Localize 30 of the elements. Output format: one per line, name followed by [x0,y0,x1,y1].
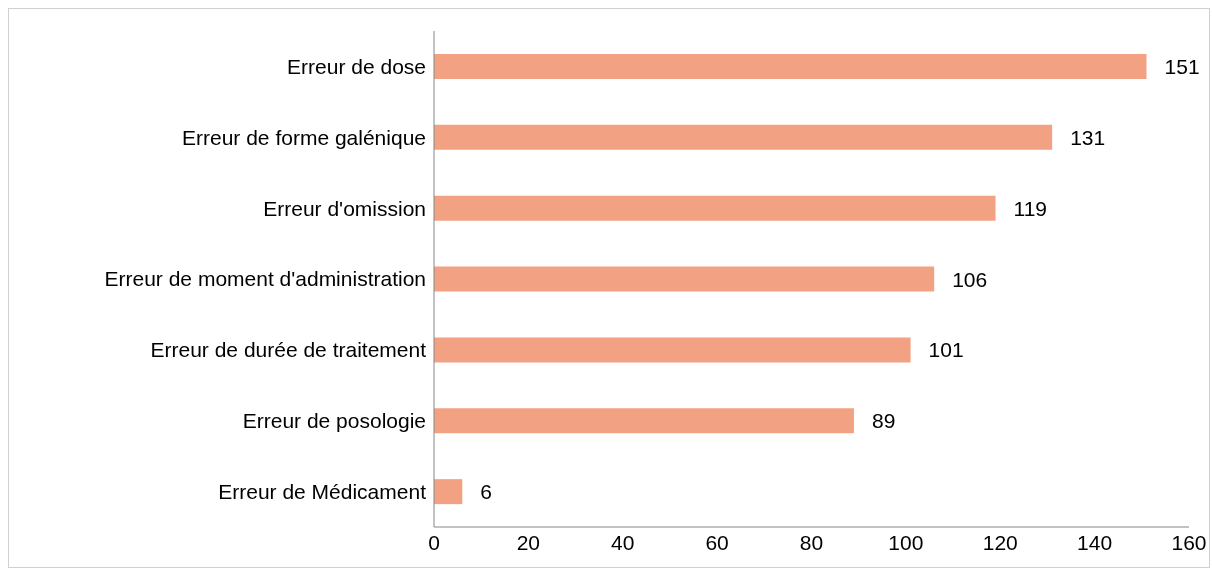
bar [434,266,935,292]
y-tick-label: Erreur de forme galénique [182,125,426,149]
y-tick-label: Erreur de Médicament [218,480,427,504]
y-tick-label: Erreur de posologie [242,409,426,433]
y-tick-label: Erreur de dose [287,54,426,78]
data-label: 119 [1013,196,1048,220]
x-tick-label: 20 [516,530,541,554]
x-tick-label: 100 [888,530,924,554]
y-tick-label: Erreur de moment d'administration [104,267,426,291]
data-label: 89 [871,409,896,433]
x-tick-label: 120 [982,530,1018,554]
x-tick-label: 160 [1171,530,1207,554]
bar [434,54,1147,79]
data-label: 131 [1070,125,1106,149]
bar [434,124,1053,150]
bar [434,195,996,221]
bar [434,337,911,363]
data-label: 106 [952,267,988,291]
bar [434,479,463,505]
bar [434,408,854,434]
x-tick-label: 40 [611,530,635,554]
y-tick-label: Erreur d'omission [263,196,426,220]
data-label: 101 [928,338,964,362]
data-label: 151 [1164,54,1200,78]
x-tick-label: 0 [428,530,440,554]
x-tick-label: 80 [799,530,824,554]
x-tick-label: 60 [705,530,729,554]
x-tick-label: 140 [1077,530,1113,554]
y-tick-label: Erreur de durée de traitement [150,338,427,362]
data-label: 6 [480,480,492,504]
